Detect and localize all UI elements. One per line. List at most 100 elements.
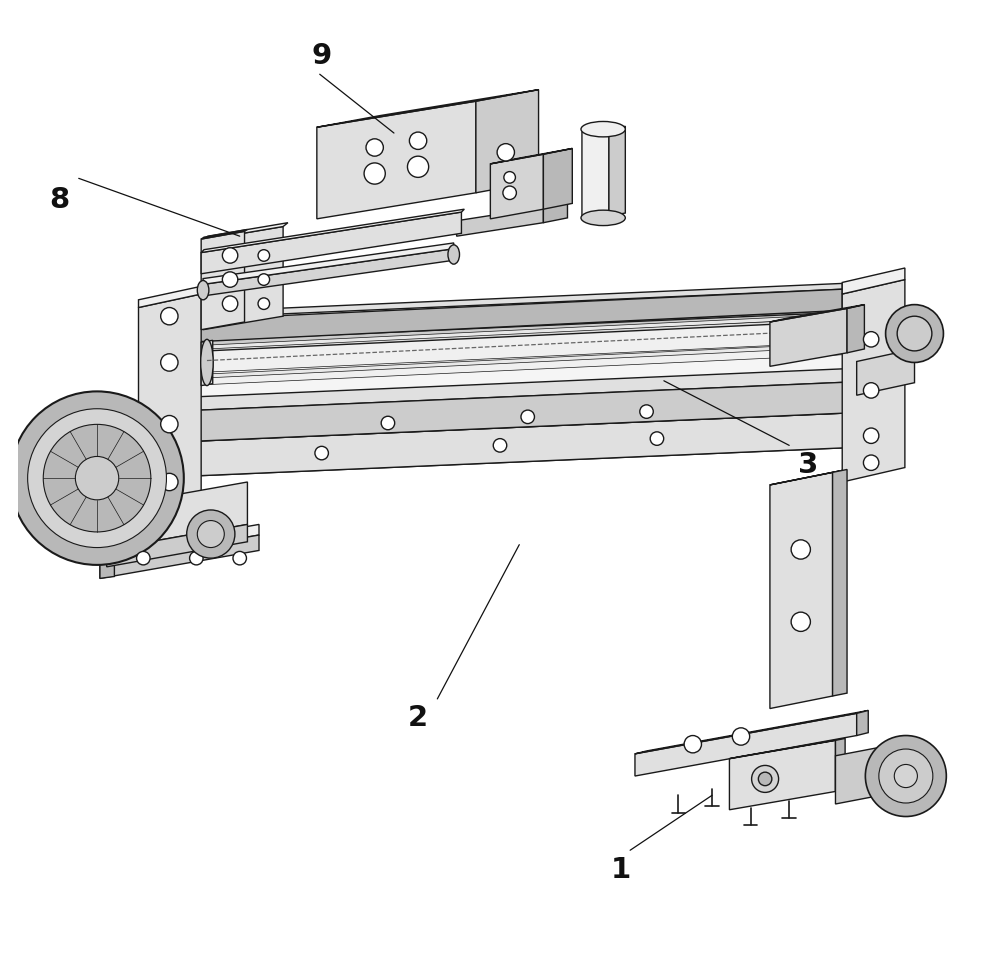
Polygon shape: [107, 524, 247, 567]
Polygon shape: [203, 243, 454, 284]
Polygon shape: [201, 340, 213, 386]
Polygon shape: [317, 90, 539, 127]
Polygon shape: [490, 154, 543, 219]
Polygon shape: [635, 713, 857, 776]
Circle shape: [650, 432, 664, 445]
Polygon shape: [187, 342, 842, 386]
Circle shape: [791, 612, 810, 631]
Circle shape: [10, 391, 184, 565]
Circle shape: [366, 139, 383, 156]
Circle shape: [863, 455, 879, 470]
Circle shape: [137, 551, 150, 565]
Polygon shape: [543, 148, 572, 209]
Polygon shape: [201, 212, 461, 274]
Polygon shape: [635, 710, 868, 754]
Polygon shape: [729, 740, 835, 810]
Text: 1: 1: [610, 855, 631, 884]
Circle shape: [894, 764, 917, 788]
Polygon shape: [203, 223, 288, 240]
Circle shape: [187, 510, 235, 558]
Circle shape: [863, 428, 879, 443]
Polygon shape: [143, 368, 857, 413]
Circle shape: [222, 296, 238, 311]
Circle shape: [758, 772, 772, 786]
Circle shape: [315, 446, 328, 460]
Polygon shape: [490, 148, 572, 164]
Ellipse shape: [448, 245, 460, 264]
Circle shape: [897, 316, 932, 351]
Circle shape: [190, 551, 203, 565]
Polygon shape: [835, 738, 845, 791]
Ellipse shape: [581, 210, 625, 226]
Polygon shape: [835, 747, 881, 804]
Circle shape: [886, 305, 943, 362]
Polygon shape: [207, 314, 842, 349]
Circle shape: [258, 274, 270, 285]
Polygon shape: [107, 482, 247, 549]
Polygon shape: [143, 407, 857, 443]
Text: 3: 3: [798, 450, 819, 479]
Circle shape: [381, 416, 395, 430]
Polygon shape: [100, 524, 259, 563]
Circle shape: [258, 250, 270, 261]
Circle shape: [409, 132, 427, 149]
Polygon shape: [138, 294, 201, 549]
Polygon shape: [187, 312, 842, 347]
Circle shape: [161, 308, 178, 325]
Polygon shape: [729, 738, 845, 759]
Polygon shape: [203, 227, 283, 330]
Polygon shape: [857, 349, 915, 395]
Polygon shape: [207, 343, 842, 378]
Text: 8: 8: [49, 185, 70, 214]
Polygon shape: [833, 469, 847, 696]
Polygon shape: [187, 310, 842, 386]
Circle shape: [503, 186, 516, 200]
Polygon shape: [582, 129, 609, 219]
Ellipse shape: [581, 121, 625, 137]
Circle shape: [258, 298, 270, 309]
Circle shape: [863, 332, 879, 347]
Circle shape: [161, 354, 178, 371]
Circle shape: [865, 736, 946, 817]
Polygon shape: [187, 283, 842, 318]
Polygon shape: [143, 347, 857, 478]
Polygon shape: [100, 535, 259, 578]
Polygon shape: [203, 249, 454, 296]
Ellipse shape: [197, 281, 209, 300]
Text: 9: 9: [312, 41, 332, 70]
Polygon shape: [143, 382, 857, 443]
Circle shape: [28, 409, 166, 548]
Circle shape: [732, 728, 750, 745]
Polygon shape: [143, 413, 857, 478]
Circle shape: [161, 473, 178, 491]
Circle shape: [407, 156, 429, 177]
Circle shape: [161, 415, 178, 433]
Circle shape: [791, 540, 810, 559]
Polygon shape: [187, 310, 842, 352]
Ellipse shape: [201, 339, 213, 386]
Circle shape: [640, 405, 653, 418]
Circle shape: [364, 163, 385, 184]
Polygon shape: [100, 550, 114, 578]
Circle shape: [863, 383, 879, 398]
Circle shape: [222, 248, 238, 263]
Circle shape: [879, 749, 933, 803]
Text: 2: 2: [408, 704, 428, 733]
Circle shape: [504, 172, 515, 183]
Circle shape: [497, 144, 514, 161]
Polygon shape: [476, 90, 539, 193]
Polygon shape: [842, 280, 905, 482]
Circle shape: [75, 456, 119, 499]
Circle shape: [197, 521, 224, 548]
Polygon shape: [770, 472, 833, 709]
Polygon shape: [543, 202, 567, 223]
Polygon shape: [770, 305, 864, 322]
Circle shape: [752, 765, 779, 792]
Circle shape: [233, 551, 246, 565]
Circle shape: [222, 272, 238, 287]
Circle shape: [684, 736, 701, 753]
Polygon shape: [138, 286, 201, 308]
Circle shape: [521, 410, 534, 423]
Polygon shape: [187, 289, 842, 342]
Polygon shape: [201, 229, 247, 239]
